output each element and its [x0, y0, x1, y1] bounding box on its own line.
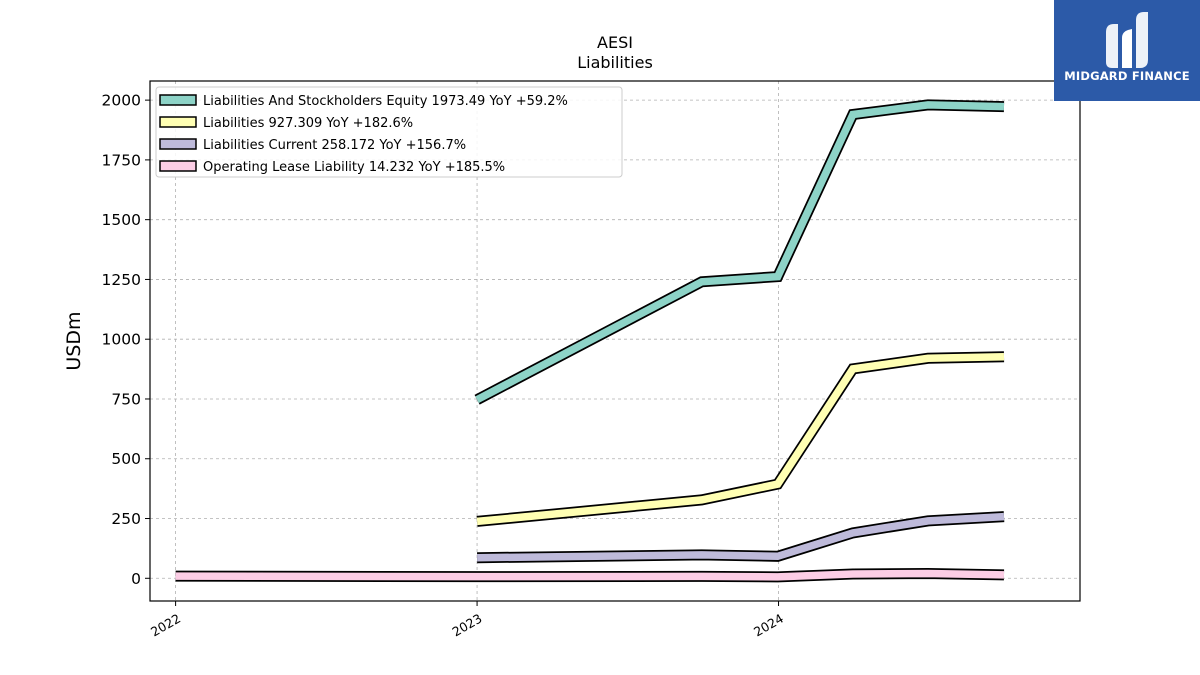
plot-frame: [149, 80, 1081, 602]
series-2: [477, 511, 1005, 564]
legend-item: Liabilities 927.309 YoY +182.6%: [159, 116, 413, 131]
y-tick-label: 500: [111, 450, 141, 468]
legend-swatch: [159, 94, 197, 106]
series-line: [475, 101, 1005, 404]
y-tick-label: 750: [111, 390, 141, 408]
legend-swatch: [159, 160, 197, 172]
brand-logo: MIDGARD FINANCE: [1054, 0, 1200, 101]
midgard-logo-icon: [1106, 12, 1148, 68]
y-tick-label: 1000: [102, 331, 141, 349]
legend-swatch: [159, 138, 197, 150]
y-tick-label: 0: [131, 570, 141, 588]
chart-title: AESI: [597, 33, 633, 52]
y-tick-label: 1750: [102, 151, 141, 169]
series-lines: [175, 99, 1005, 583]
series-0: [474, 99, 1005, 405]
legend-item: Liabilities Current 258.172 YoY +156.7%: [159, 138, 466, 153]
legend-item: Operating Lease Liability 14.232 YoY +18…: [159, 160, 505, 175]
y-tick-label: 2000: [102, 92, 141, 110]
x-tick-label: 2023: [450, 611, 485, 640]
series-line: [175, 569, 1005, 581]
y-tick-label: 1500: [102, 211, 141, 229]
legend-box: [155, 86, 623, 178]
series-line: [476, 352, 1005, 526]
legend-label: Operating Lease Liability 14.232 YoY +18…: [203, 160, 505, 175]
legend-label: Liabilities And Stockholders Equity 1973…: [203, 94, 568, 109]
legend-label: Liabilities Current 258.172 YoY +156.7%: [203, 138, 466, 153]
series-line: [477, 512, 1005, 562]
series-1: [476, 351, 1005, 527]
series-3: [175, 567, 1005, 583]
x-tick-label: 2022: [148, 611, 183, 640]
legend-swatch: [159, 116, 197, 128]
legend: Liabilities And Stockholders Equity 1973…: [155, 86, 623, 178]
x-tick-label: 2024: [751, 611, 786, 640]
legend-label: Liabilities 927.309 YoY +182.6%: [203, 116, 413, 131]
y-tick-label: 250: [111, 510, 141, 528]
legend-item: Liabilities And Stockholders Equity 1973…: [159, 94, 568, 109]
logo-text: MIDGARD FINANCE: [1064, 69, 1190, 83]
series-line-outline: [476, 351, 1005, 527]
y-axis-label: USDm: [63, 311, 85, 370]
y-tick-label: 1250: [102, 271, 141, 289]
chart-subtitle: Liabilities: [577, 53, 653, 72]
